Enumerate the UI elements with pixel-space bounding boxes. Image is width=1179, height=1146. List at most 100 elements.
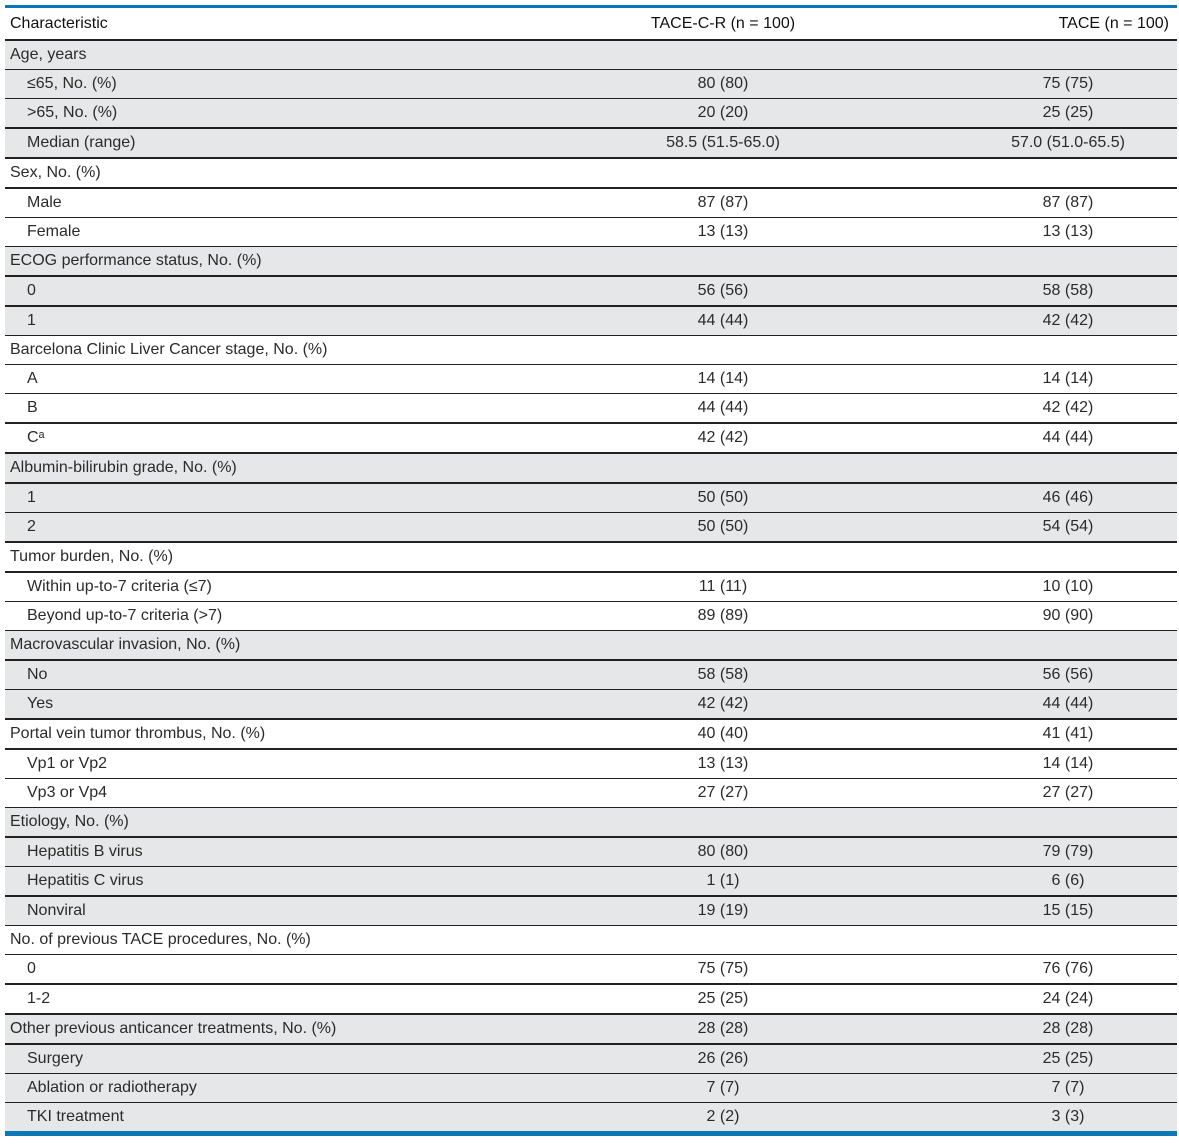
row-label: 0 xyxy=(5,954,547,985)
table-row: Age, years xyxy=(5,40,1177,70)
row-label: Age, years xyxy=(5,40,547,70)
row-label: Ablation or radiotherapy xyxy=(5,1073,547,1103)
tace-value: 44 (44) xyxy=(899,423,1177,454)
row-label: TKI treatment xyxy=(5,1102,547,1131)
tace-value: 6 (6) xyxy=(899,866,1177,897)
tace-c-r-value xyxy=(547,335,899,365)
tace-value: 44 (44) xyxy=(899,689,1177,720)
table-row: B 44 (44) 42 (42) xyxy=(5,393,1177,424)
tace-value: 15 (15) xyxy=(899,896,1177,926)
table-row: 1-2 25 (25) 24 (24) xyxy=(5,984,1177,1015)
tace-c-r-value: 28 (28) xyxy=(547,1014,899,1045)
tace-c-r-value: 50 (50) xyxy=(547,512,899,543)
tace-c-r-value xyxy=(547,542,899,573)
row-label: Sex, No. (%) xyxy=(5,158,547,189)
row-label: Male xyxy=(5,188,547,218)
row-label: Surgery xyxy=(5,1044,547,1074)
row-label: B xyxy=(5,393,547,424)
table-row: Portal vein tumor thrombus, No. (%) 40 (4… xyxy=(5,719,1177,750)
header-tace-c-r: TACE-C-R (n = 100) xyxy=(547,8,899,41)
tace-c-r-value: 80 (80) xyxy=(547,69,899,99)
row-label: >65, No. (%) xyxy=(5,98,547,129)
table-row: Sex, No. (%) xyxy=(5,158,1177,189)
tace-value xyxy=(899,630,1177,661)
characteristics-table: Characteristic TACE-C-R (n = 100) TACE (… xyxy=(5,8,1177,1131)
tace-c-r-value: 75 (75) xyxy=(547,954,899,985)
table-row: Surgery 26 (26) 25 (25) xyxy=(5,1044,1177,1074)
table-row: 2 50 (50) 54 (54) xyxy=(5,512,1177,543)
row-label: No. of previous TACE procedures, No. (%) xyxy=(5,925,547,955)
table-row: Other previous anticancer treatments, No… xyxy=(5,1014,1177,1045)
table-row: Macrovascular invasion, No. (%) xyxy=(5,630,1177,661)
tace-value: 14 (14) xyxy=(899,749,1177,779)
table-row: 0 56 (56) 58 (58) xyxy=(5,276,1177,307)
row-label: Macrovascular invasion, No. (%) xyxy=(5,630,547,661)
characteristics-table-container: Characteristic TACE-C-R (n = 100) TACE (… xyxy=(5,5,1177,1136)
row-label: ECOG performance status, No. (%) xyxy=(5,246,547,277)
row-label: A xyxy=(5,364,547,394)
tace-value xyxy=(899,40,1177,70)
row-label: 1 xyxy=(5,483,547,513)
row-label: Median (range) xyxy=(5,128,547,159)
row-label: Beyond up-to-7 criteria (>7) xyxy=(5,601,547,631)
tace-c-r-value: 1 (1) xyxy=(547,866,899,897)
table-row: 0 75 (75) 76 (76) xyxy=(5,954,1177,985)
tace-c-r-value: 20 (20) xyxy=(547,98,899,129)
tace-value: 7 (7) xyxy=(899,1073,1177,1103)
tace-value: 54 (54) xyxy=(899,512,1177,543)
tace-c-r-value: 14 (14) xyxy=(547,364,899,394)
bottom-rule xyxy=(5,1131,1177,1136)
table-row: Median (range) 58.5 (51.5-65.0) 57.0 (51.0… xyxy=(5,128,1177,159)
tace-c-r-value xyxy=(547,630,899,661)
tace-value xyxy=(899,453,1177,484)
row-label: Etiology, No. (%) xyxy=(5,807,547,838)
row-label: Within up-to-7 criteria (≤7) xyxy=(5,572,547,602)
row-label: Female xyxy=(5,217,547,247)
row-label: 1 xyxy=(5,306,547,336)
row-label: Hepatitis B virus xyxy=(5,837,547,867)
tace-c-r-value: 13 (13) xyxy=(547,217,899,247)
tace-c-r-value: 25 (25) xyxy=(547,984,899,1015)
tace-c-r-value: 56 (56) xyxy=(547,276,899,307)
table-row: Beyond up-to-7 criteria (>7) 89 (89) 90 (9… xyxy=(5,601,1177,631)
row-label: Tumor burden, No. (%) xyxy=(5,542,547,573)
tace-c-r-value xyxy=(547,807,899,838)
tace-c-r-value: 44 (44) xyxy=(547,306,899,336)
row-label: Yes xyxy=(5,689,547,720)
table-row: Male 87 (87) 87 (87) xyxy=(5,188,1177,218)
tace-value: 46 (46) xyxy=(899,483,1177,513)
tace-c-r-value: 13 (13) xyxy=(547,749,899,779)
row-label: Vp1 or Vp2 xyxy=(5,749,547,779)
tace-value xyxy=(899,246,1177,277)
table-row: 1 50 (50) 46 (46) xyxy=(5,483,1177,513)
tace-c-r-value xyxy=(547,453,899,484)
table-row: Ablation or radiotherapy 7 (7) 7 (7) xyxy=(5,1073,1177,1103)
table-row: Nonviral 19 (19) 15 (15) xyxy=(5,896,1177,926)
table-row: No 58 (58) 56 (56) xyxy=(5,660,1177,690)
tace-value: 42 (42) xyxy=(899,393,1177,424)
tace-value: 3 (3) xyxy=(899,1102,1177,1131)
table-row: Tumor burden, No. (%) xyxy=(5,542,1177,573)
tace-c-r-value xyxy=(547,158,899,189)
tace-c-r-value: 89 (89) xyxy=(547,601,899,631)
table-row: Vp3 or Vp4 27 (27) 27 (27) xyxy=(5,778,1177,808)
row-label: Portal vein tumor thrombus, No. (%) xyxy=(5,719,547,750)
tace-c-r-value: 7 (7) xyxy=(547,1073,899,1103)
row-label: Hepatitis C virus xyxy=(5,866,547,897)
table-row: Hepatitis C virus 1 (1) 6 (6) xyxy=(5,866,1177,897)
tace-c-r-value: 27 (27) xyxy=(547,778,899,808)
row-label: Cᵃ xyxy=(5,423,547,454)
row-label: 2 xyxy=(5,512,547,543)
table-row: Etiology, No. (%) xyxy=(5,807,1177,838)
tace-value: 25 (25) xyxy=(899,1044,1177,1074)
tace-c-r-value xyxy=(547,40,899,70)
tace-c-r-value: 42 (42) xyxy=(547,689,899,720)
header-characteristic: Characteristic xyxy=(5,8,547,41)
tace-c-r-value: 44 (44) xyxy=(547,393,899,424)
tace-c-r-value: 2 (2) xyxy=(547,1102,899,1131)
row-label: Nonviral xyxy=(5,896,547,926)
table-row: Yes 42 (42) 44 (44) xyxy=(5,689,1177,720)
table-row: Vp1 or Vp2 13 (13) 14 (14) xyxy=(5,749,1177,779)
tace-value: 56 (56) xyxy=(899,660,1177,690)
table-row: Albumin-bilirubin grade, No. (%) xyxy=(5,453,1177,484)
